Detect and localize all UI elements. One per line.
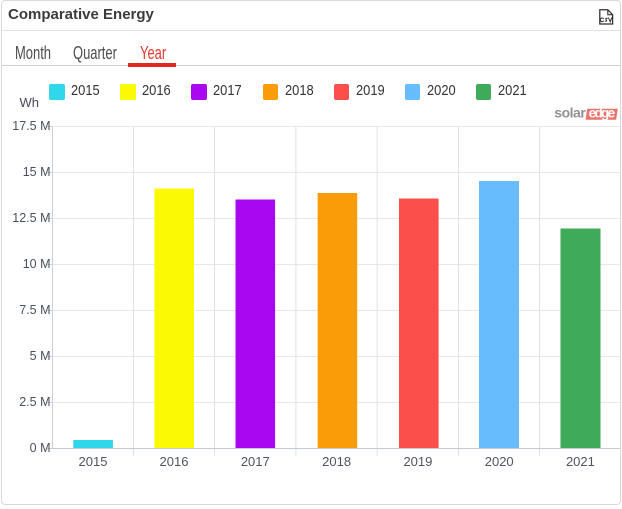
svg-text:17.5 M: 17.5 M	[12, 119, 50, 133]
svg-text:2020: 2020	[485, 454, 514, 469]
svg-text:12.5 M: 12.5 M	[12, 211, 50, 225]
svg-text:2015: 2015	[79, 454, 108, 469]
svg-text:0 M: 0 M	[30, 441, 51, 455]
svg-text:5 M: 5 M	[30, 349, 51, 363]
svg-text:2018: 2018	[322, 454, 351, 469]
svg-text:edge: edge	[589, 105, 616, 120]
svg-text:2017: 2017	[241, 454, 270, 469]
svg-text:7.5 M: 7.5 M	[19, 303, 50, 317]
svg-text:10 M: 10 M	[23, 257, 51, 271]
svg-text:2.5 M: 2.5 M	[19, 395, 50, 409]
svg-text:2019: 2019	[403, 454, 432, 469]
svg-text:15 M: 15 M	[23, 165, 51, 179]
svg-text:2016: 2016	[160, 454, 189, 469]
svg-text:2021: 2021	[566, 454, 595, 469]
svg-text:solar: solar	[554, 104, 586, 120]
